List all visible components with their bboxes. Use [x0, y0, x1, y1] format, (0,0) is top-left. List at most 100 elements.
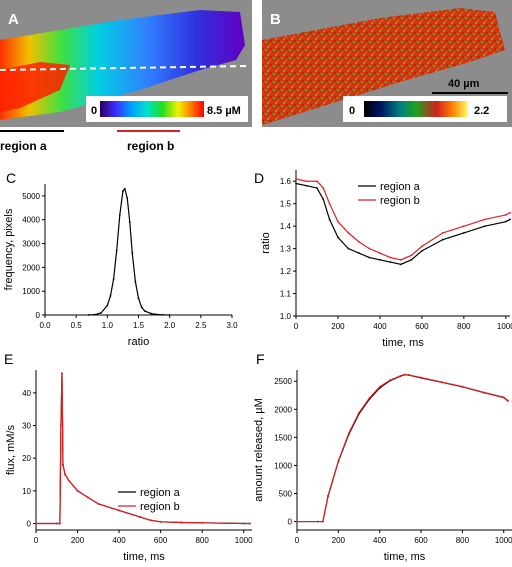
legend-entry: region a [140, 487, 181, 499]
data-point [68, 480, 71, 482]
data-point [403, 373, 406, 376]
data-point [122, 190, 124, 193]
y-axis-label: flux, mM/s [5, 424, 17, 475]
data-point [410, 254, 413, 257]
data-point [322, 187, 325, 189]
length-scalebar-label: 40 µm [448, 78, 480, 90]
data-point [400, 258, 402, 261]
panel-label-b: B [270, 11, 281, 28]
panel-b-image: 40 µm 0 2.2 B [262, 0, 512, 127]
data-point [482, 391, 484, 394]
x-tick-label: 1000 [497, 322, 512, 331]
data-point [150, 312, 152, 315]
panel-label-a: A [8, 11, 19, 28]
data-point [337, 220, 339, 223]
x-tick-label: 400 [112, 536, 126, 545]
data-point [106, 304, 109, 307]
data-point [509, 211, 511, 214]
y-tick-label: 1.5 [280, 200, 292, 209]
data-point [316, 520, 319, 523]
data-point [483, 218, 486, 221]
y-axis-label: ratio [260, 232, 272, 253]
y-tick-label: 0 [36, 311, 41, 320]
y-tick-label: 1.6 [280, 177, 292, 186]
region-b-label: region b [127, 139, 174, 153]
data-point [131, 252, 134, 254]
y-tick-label: 5000 [22, 192, 40, 201]
data-point [115, 249, 118, 252]
data-point [149, 519, 152, 522]
data-point [126, 197, 129, 200]
data-point [337, 236, 339, 239]
y-tick-label: 10 [22, 487, 31, 496]
data-point [35, 522, 37, 525]
colorbar-a-min: 0 [91, 105, 97, 117]
data-point [62, 463, 64, 466]
y-tick-label: 1.2 [280, 267, 292, 276]
y-tick-label: 3000 [22, 240, 40, 249]
data-point [137, 297, 140, 300]
data-point [462, 231, 465, 234]
data-point [140, 306, 143, 309]
x-tick-label: 1000 [495, 536, 512, 545]
data-point [201, 521, 204, 524]
data-point [64, 473, 66, 476]
panel-label-e: E [4, 351, 13, 367]
data-point [327, 494, 329, 497]
data-point [138, 516, 141, 518]
x-tick-label: 0.5 [71, 321, 83, 330]
chart-c: 0.0 0.5 1.0 1.5 2.0 2.5 3.0 0 1000 2000 3000 4000 50… [3, 170, 238, 348]
y-axis-label: amount released, µM [253, 398, 265, 502]
y-tick-label: 40 [22, 389, 31, 398]
data-point [112, 278, 115, 281]
data-point [295, 178, 297, 180]
colorbar-b-max: 2.2 [474, 105, 489, 117]
data-point [295, 182, 297, 185]
data-point [61, 372, 63, 375]
colorbar-b [364, 101, 468, 117]
data-point [93, 313, 96, 316]
data-point [420, 376, 422, 379]
data-point [379, 258, 381, 261]
data-point [462, 225, 465, 228]
y-tick-label: 1.0 [280, 312, 292, 321]
x-tick-label: 800 [456, 536, 470, 545]
data-point [358, 240, 360, 243]
data-point [128, 221, 131, 224]
x-tick-label: 200 [71, 536, 85, 545]
data-point [400, 263, 402, 266]
data-point [441, 231, 444, 234]
y-tick-label: 2500 [274, 377, 292, 386]
data-point [159, 520, 162, 523]
panel-label-d: D [254, 170, 264, 186]
data-point [368, 256, 371, 259]
x-tick-label: 600 [414, 536, 428, 545]
y-tick-label: 2000 [274, 405, 292, 414]
x-tick-label: 600 [415, 322, 429, 331]
data-point [316, 187, 318, 189]
data-point [180, 521, 183, 524]
data-point [378, 385, 381, 388]
y-tick-label: 2000 [22, 263, 40, 272]
data-point [420, 245, 423, 248]
data-point [483, 225, 486, 228]
x-tick-label: 1.5 [133, 321, 145, 330]
data-point [305, 184, 308, 187]
data-point [347, 432, 350, 435]
data-point [58, 522, 61, 525]
data-point [87, 314, 90, 316]
x-tick-label: 800 [195, 536, 209, 545]
data-point [162, 313, 165, 316]
legend-entry: region a [380, 181, 421, 193]
data-point [118, 214, 121, 216]
data-point [156, 313, 159, 316]
data-point [123, 187, 126, 190]
y-tick-label: 4000 [22, 216, 40, 225]
data-point [143, 310, 146, 312]
x-tick-label: 400 [373, 322, 387, 331]
chart-f: 0 200 400 600 800 1000 0 500 1000 1500 2000 2500 tim… [253, 351, 512, 563]
x-axis-label: ratio [128, 336, 149, 348]
data-point [389, 256, 392, 259]
x-tick-label: 2.5 [195, 321, 207, 330]
cell-image-a [0, 10, 245, 120]
